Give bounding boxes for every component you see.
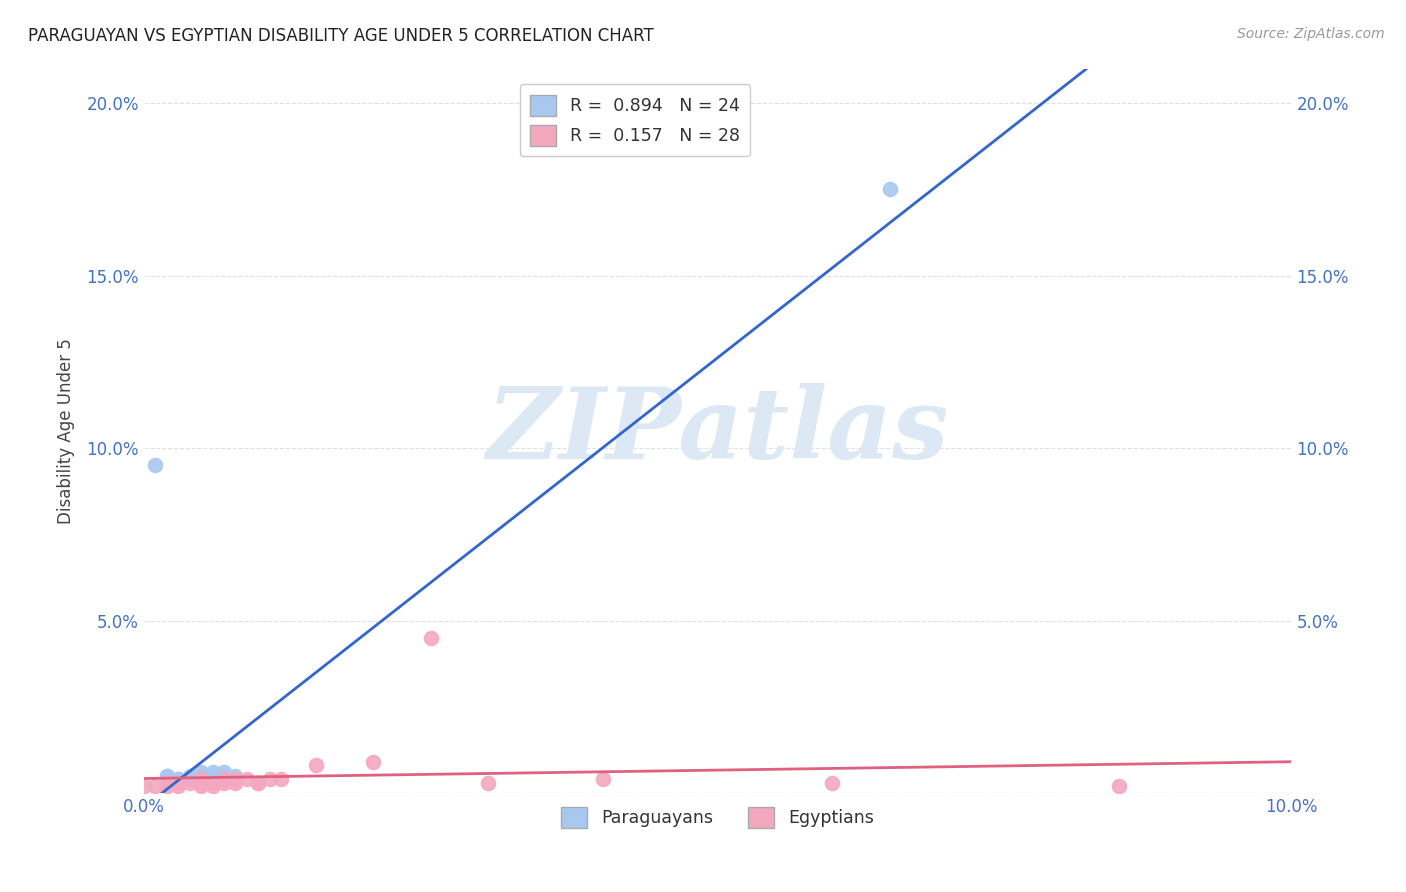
Point [259,772,281,787]
Point [247,775,270,789]
Point [247,775,270,789]
Text: Source: ZipAtlas.com: Source: ZipAtlas.com [1237,27,1385,41]
Point [190,769,212,783]
Point [212,772,235,787]
Point [143,779,166,793]
Point [821,775,844,789]
Point [305,758,328,772]
Point [224,772,246,787]
Point [190,772,212,787]
Point [132,779,155,793]
Point [236,772,259,787]
Point [201,772,224,787]
Point [201,765,224,780]
Point [212,772,235,787]
Point [419,631,441,645]
Point [879,182,901,196]
Point [1108,779,1130,793]
Point [179,775,201,789]
Point [212,765,235,780]
Point [190,765,212,780]
Point [155,775,177,789]
Legend: Paraguayans, Egyptians: Paraguayans, Egyptians [554,800,880,835]
Y-axis label: Disability Age Under 5: Disability Age Under 5 [58,338,75,524]
Point [190,775,212,789]
Point [179,772,201,787]
Point [201,779,224,793]
Point [201,769,224,783]
Point [477,775,499,789]
Point [167,772,190,787]
Point [190,769,212,783]
Point [201,772,224,787]
Point [592,772,614,787]
Point [167,772,190,787]
Point [212,769,235,783]
Point [155,779,177,793]
Point [270,772,292,787]
Text: ZIPatlas: ZIPatlas [486,383,949,479]
Point [190,779,212,793]
Text: PARAGUAYAN VS EGYPTIAN DISABILITY AGE UNDER 5 CORRELATION CHART: PARAGUAYAN VS EGYPTIAN DISABILITY AGE UN… [28,27,654,45]
Point [212,775,235,789]
Point [361,755,384,769]
Point [201,775,224,789]
Point [155,769,177,783]
Point [155,769,177,783]
Point [201,769,224,783]
Point [167,779,190,793]
Point [224,769,246,783]
Point [190,772,212,787]
Point [212,769,235,783]
Point [179,769,201,783]
Point [167,775,190,789]
Point [224,772,246,787]
Point [179,772,201,787]
Point [224,775,246,789]
Point [143,458,166,473]
